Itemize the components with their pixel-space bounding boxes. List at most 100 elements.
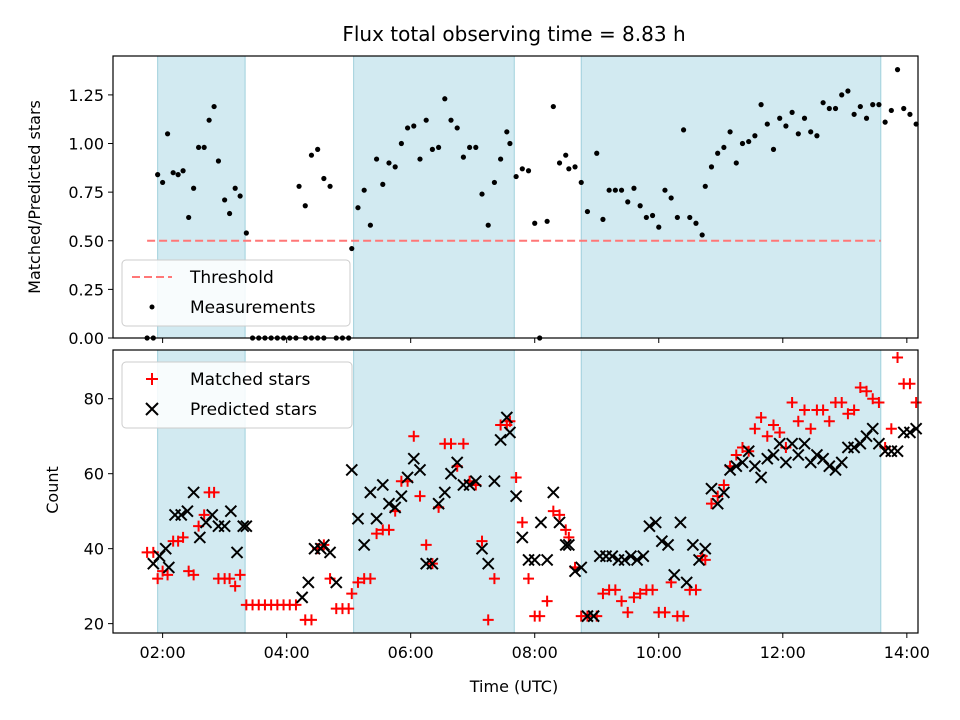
measurement-point xyxy=(851,111,857,117)
measurement-point xyxy=(423,117,429,123)
matched-star-point xyxy=(364,573,376,585)
measurement-point xyxy=(656,224,662,230)
matched-star-point xyxy=(873,396,885,408)
measurement-point xyxy=(625,199,631,205)
predicted-star-point xyxy=(785,437,799,450)
measurement-point xyxy=(746,138,752,145)
matched-star-point xyxy=(634,588,646,600)
predicted-star-point xyxy=(401,471,414,484)
measurement-point xyxy=(175,172,181,178)
matched-star-point xyxy=(208,486,220,498)
matched-star-point xyxy=(690,584,702,596)
matched-star-point xyxy=(554,509,566,521)
observation-window-1 xyxy=(353,349,515,634)
measurement-point xyxy=(519,166,525,172)
predicted-star-point xyxy=(559,538,572,552)
predicted-star-point xyxy=(230,546,244,559)
matched-star-point xyxy=(823,415,835,427)
measurement-point xyxy=(789,109,795,115)
measurement-point xyxy=(894,67,901,73)
predicted-star-point xyxy=(534,516,548,529)
measurement-point xyxy=(473,144,479,151)
predicted-star-point xyxy=(686,538,700,552)
top-y-tick-label: 0.00 xyxy=(68,329,104,348)
matched-star-point xyxy=(867,393,879,405)
measurement-point xyxy=(832,105,839,112)
predicted-star-point xyxy=(730,459,743,473)
matched-star-point xyxy=(705,498,717,510)
matched-star-point xyxy=(609,584,621,596)
measurement-point xyxy=(296,183,302,189)
measurement-point xyxy=(845,88,851,94)
measurement-point xyxy=(386,160,392,166)
measurement-point xyxy=(777,115,783,121)
predicted-star-point xyxy=(661,538,675,552)
predicted-star-point xyxy=(509,489,523,503)
predicted-star-point xyxy=(345,463,358,477)
predicted-star-point xyxy=(547,486,560,499)
measurement-point xyxy=(758,102,764,108)
measurement-point xyxy=(417,156,423,162)
observation-window-1 xyxy=(353,55,515,339)
measurement-point xyxy=(454,125,460,131)
measurement-point xyxy=(680,127,687,133)
measurement-point xyxy=(556,160,563,166)
measurement-point xyxy=(404,125,411,131)
legend-matched-label: Matched stars xyxy=(190,370,310,390)
matched-star-point xyxy=(346,588,358,600)
predicted-star-point xyxy=(450,456,464,469)
matched-star-point xyxy=(457,438,469,450)
predicted-star-point xyxy=(469,474,483,488)
predicted-star-point xyxy=(528,553,541,567)
bottom-axes-frame xyxy=(112,349,919,634)
predicted-star-point xyxy=(370,512,383,525)
matched-star-point xyxy=(761,430,773,442)
predicted-star-point xyxy=(624,549,638,563)
measurement-point xyxy=(882,119,888,125)
measurement-point xyxy=(308,152,315,158)
matched-star-point xyxy=(488,573,500,585)
measurement-point xyxy=(733,160,739,166)
top-y-tick-label: 0.25 xyxy=(68,280,104,299)
predicted-star-point xyxy=(193,531,207,544)
matched-star-point xyxy=(854,381,866,393)
predicted-star-point xyxy=(413,463,427,477)
bottom-y-tick-label: 40 xyxy=(84,540,104,559)
predicted-star-point xyxy=(717,486,731,499)
measurement-point xyxy=(876,102,882,108)
matched-star-point xyxy=(343,603,355,615)
matched-star-point xyxy=(547,505,559,517)
matched-star-point xyxy=(510,471,522,483)
predicted-star-point xyxy=(668,568,681,582)
measurement-point xyxy=(392,164,398,170)
legend-predicted-swatch xyxy=(145,402,159,416)
predicted-star-point xyxy=(692,553,706,567)
measurement-point xyxy=(467,144,473,151)
measurement-point xyxy=(460,154,467,160)
measurement-point xyxy=(321,175,327,182)
matched-star-point xyxy=(523,573,535,585)
predicted-star-point xyxy=(779,456,793,469)
predicted-star-point xyxy=(395,489,408,503)
measurement-point xyxy=(594,150,600,156)
predicted-star-point xyxy=(503,426,517,439)
predicted-star-point xyxy=(553,516,566,529)
measurement-point xyxy=(637,203,643,209)
matched-star-point xyxy=(224,573,236,585)
predicted-star-point xyxy=(388,501,402,514)
bottom-y-tick-label: 20 xyxy=(84,615,104,634)
legend-measurements-label: Measurements xyxy=(190,298,316,318)
measurement-point xyxy=(808,129,814,135)
measurement-point xyxy=(215,158,222,164)
legend-predicted-label: Predicted stars xyxy=(190,400,317,420)
predicted-star-point xyxy=(302,576,315,589)
legend-matched-swatch xyxy=(146,373,158,385)
bottom-legend-box xyxy=(121,361,353,429)
bottom-y-axis-label: Count xyxy=(43,466,62,514)
matched-star-point xyxy=(177,531,189,543)
measurement-point xyxy=(513,173,519,180)
top-panel-marks xyxy=(144,67,919,341)
predicted-star-point xyxy=(522,553,535,567)
predicted-star-point xyxy=(562,538,576,552)
predicted-star-point xyxy=(187,486,200,499)
